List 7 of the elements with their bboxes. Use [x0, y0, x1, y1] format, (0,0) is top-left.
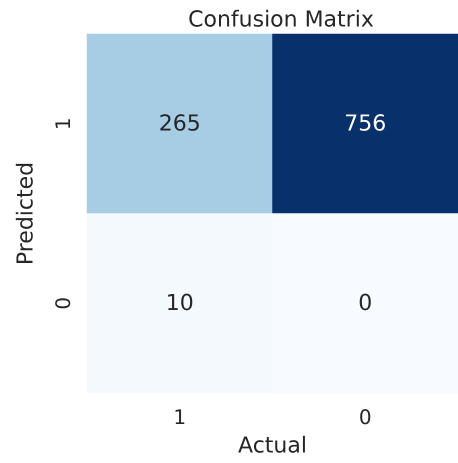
x-axis-title: Actual — [238, 434, 307, 458]
data-label: 10 — [166, 290, 194, 316]
data-label: 756 — [344, 111, 386, 136]
y-axis-title: Predicted — [14, 162, 38, 266]
data-label: 0 — [358, 290, 372, 316]
data-label: 265 — [158, 111, 201, 136]
chart-title: Confusion Matrix — [188, 8, 374, 32]
